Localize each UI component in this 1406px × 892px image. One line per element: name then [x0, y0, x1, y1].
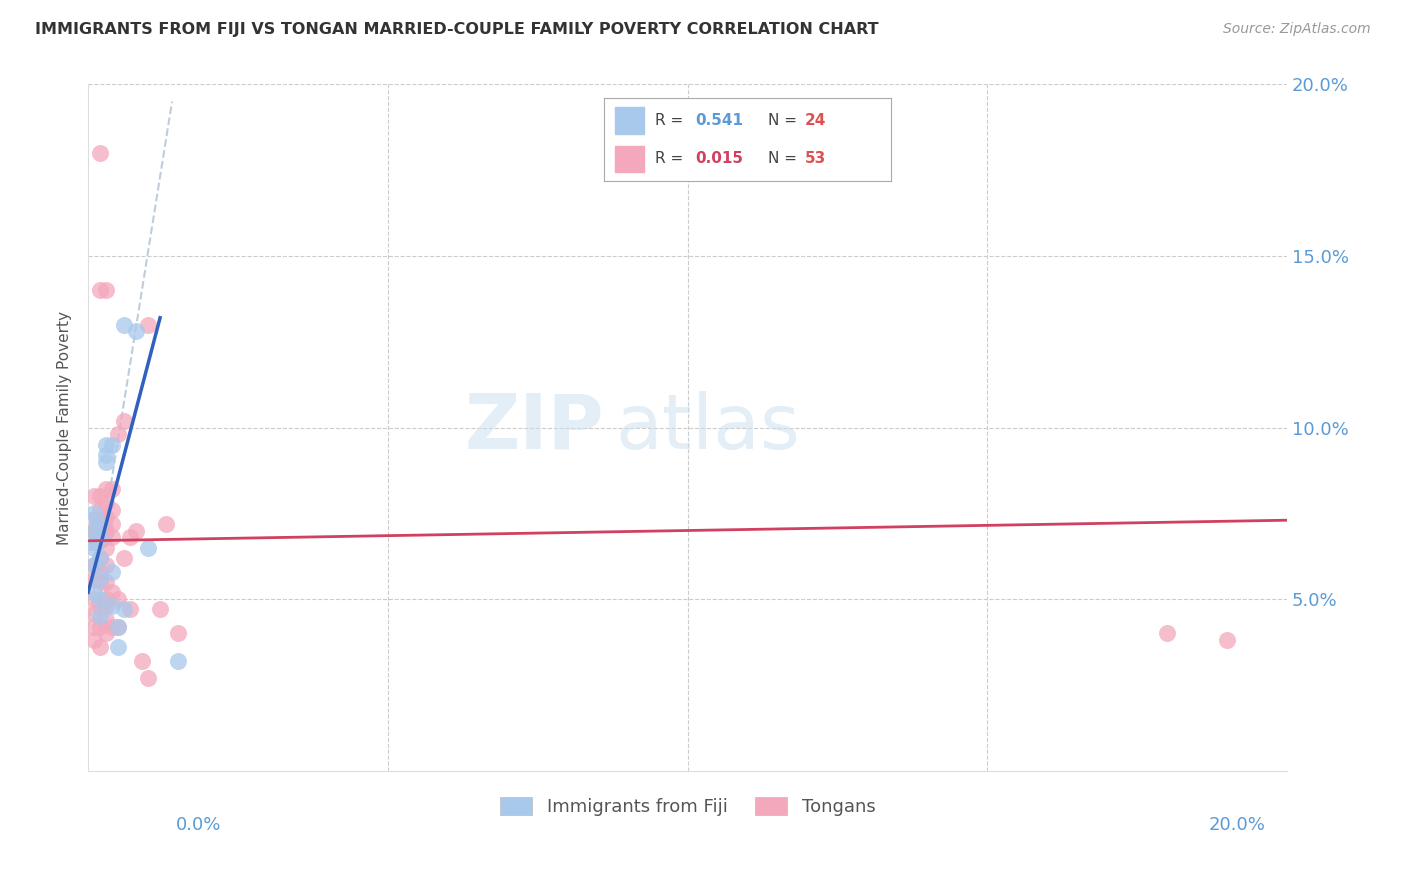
- Point: [94, 541, 117, 555]
- Point: [125, 524, 148, 538]
- Point: [94, 574, 117, 589]
- Point: [83, 507, 105, 521]
- Point: [112, 414, 135, 428]
- Point: [89, 551, 111, 566]
- Point: [101, 483, 124, 497]
- Point: [83, 606, 105, 620]
- Point: [94, 599, 117, 613]
- Point: [94, 283, 117, 297]
- Point: [136, 671, 159, 685]
- Point: [101, 599, 124, 613]
- Point: [94, 483, 117, 497]
- Point: [131, 654, 153, 668]
- Point: [89, 592, 111, 607]
- Point: [89, 283, 111, 297]
- Point: [149, 602, 172, 616]
- Text: Source: ZipAtlas.com: Source: ZipAtlas.com: [1223, 22, 1371, 37]
- Point: [94, 438, 117, 452]
- Point: [1156, 626, 1178, 640]
- Point: [101, 438, 124, 452]
- Point: [83, 572, 105, 586]
- Point: [136, 541, 159, 555]
- Point: [83, 541, 105, 555]
- Point: [89, 530, 111, 544]
- Point: [136, 318, 159, 332]
- Point: [83, 558, 105, 572]
- Point: [83, 489, 105, 503]
- Point: [89, 551, 111, 566]
- Point: [89, 565, 111, 579]
- Point: [125, 325, 148, 339]
- Point: [89, 599, 111, 613]
- Point: [101, 516, 124, 531]
- Point: [94, 509, 117, 524]
- Point: [89, 530, 111, 544]
- Point: [94, 524, 117, 538]
- Point: [89, 619, 111, 633]
- Point: [83, 524, 105, 538]
- Point: [83, 524, 105, 538]
- Point: [112, 551, 135, 566]
- Point: [83, 619, 105, 633]
- Point: [83, 558, 105, 572]
- Text: IMMIGRANTS FROM FIJI VS TONGAN MARRIED-COUPLE FAMILY POVERTY CORRELATION CHART: IMMIGRANTS FROM FIJI VS TONGAN MARRIED-C…: [35, 22, 879, 37]
- Point: [94, 592, 117, 607]
- Point: [107, 427, 129, 442]
- Point: [167, 654, 190, 668]
- Point: [167, 626, 190, 640]
- Point: [89, 146, 111, 161]
- Text: atlas: atlas: [616, 391, 800, 465]
- Point: [94, 613, 117, 627]
- Point: [107, 592, 129, 607]
- Point: [94, 496, 117, 510]
- Point: [1216, 633, 1239, 648]
- Point: [83, 633, 105, 648]
- Point: [101, 503, 124, 517]
- Point: [155, 516, 177, 531]
- Point: [89, 640, 111, 655]
- Point: [83, 524, 105, 538]
- Y-axis label: Married-Couple Family Poverty: Married-Couple Family Poverty: [58, 310, 72, 545]
- Point: [107, 619, 129, 633]
- Point: [94, 626, 117, 640]
- Text: 20.0%: 20.0%: [1209, 816, 1265, 834]
- Point: [89, 574, 111, 589]
- Point: [120, 530, 142, 544]
- Legend: Immigrants from Fiji, Tongans: Immigrants from Fiji, Tongans: [492, 789, 883, 823]
- Point: [107, 640, 129, 655]
- Point: [83, 585, 105, 599]
- Point: [89, 516, 111, 531]
- Text: ZIP: ZIP: [464, 391, 603, 465]
- Point: [94, 448, 117, 462]
- Text: 0.0%: 0.0%: [176, 816, 221, 834]
- Point: [83, 592, 105, 607]
- Point: [94, 455, 117, 469]
- Point: [120, 602, 142, 616]
- Point: [112, 602, 135, 616]
- Point: [107, 619, 129, 633]
- Point: [112, 318, 135, 332]
- Point: [101, 619, 124, 633]
- Point: [89, 503, 111, 517]
- Point: [101, 585, 124, 599]
- Point: [101, 565, 124, 579]
- Point: [101, 530, 124, 544]
- Point: [89, 489, 111, 503]
- Point: [94, 558, 117, 572]
- Point: [89, 572, 111, 586]
- Point: [89, 609, 111, 624]
